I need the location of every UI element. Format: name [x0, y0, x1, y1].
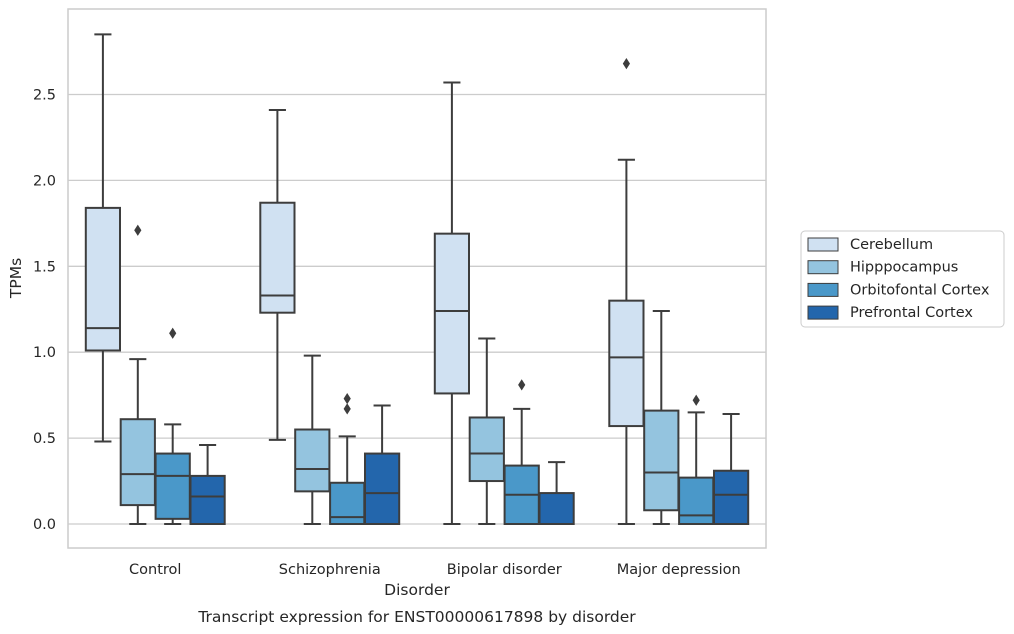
legend-label: Prefrontal Cortex — [850, 305, 973, 321]
box — [84, 33, 122, 443]
box-body — [154, 452, 191, 520]
box-body — [84, 206, 122, 352]
box — [294, 354, 331, 525]
boxes-layer — [84, 33, 750, 526]
outlier-point — [343, 392, 351, 405]
legend-items: Cerebellum Hipppocampus Orbitofontal Corte… — [807, 237, 990, 321]
box — [154, 327, 191, 525]
outlier-point — [134, 224, 142, 236]
x-tick-label: Bipolar disorder — [447, 562, 562, 578]
y-tick-label: 0.5 — [33, 431, 56, 447]
legend-swatch — [807, 305, 839, 320]
y-tick-label: 2.5 — [33, 88, 56, 104]
outlier-point — [622, 57, 630, 70]
x-tick-labels: Control Schizophrenia Bipolar disorder Majo… — [129, 562, 741, 578]
x-tick-label: Schizophrenia — [279, 562, 381, 578]
box — [119, 224, 156, 525]
box-body — [678, 476, 715, 526]
outlier-point — [518, 379, 526, 391]
y-tick-label: 2.0 — [33, 173, 56, 189]
legend: Cerebellum Hipppocampus Orbitofontal Corte… — [800, 230, 1005, 328]
box-body — [433, 232, 471, 395]
legend-label: Hipppocampus — [850, 260, 958, 276]
outlier-point — [343, 403, 351, 415]
box — [538, 461, 575, 525]
grid-layer — [68, 93, 766, 525]
box — [189, 443, 226, 525]
y-axis-title: TPMs — [7, 258, 25, 299]
box — [259, 108, 296, 441]
y-tick-label: 1.0 — [33, 345, 56, 361]
legend-swatch — [807, 260, 839, 275]
outlier-point — [169, 327, 177, 339]
x-tick-label: Major depression — [617, 562, 741, 578]
box-body — [468, 416, 505, 483]
box — [608, 57, 645, 525]
box — [329, 392, 366, 526]
box — [503, 379, 540, 526]
box-body — [712, 469, 750, 526]
y-tick-label: 1.5 — [33, 259, 56, 275]
x-tick-label: Control — [129, 562, 181, 578]
box-body — [538, 492, 575, 525]
box — [363, 404, 401, 526]
box-body — [189, 474, 226, 525]
legend-swatch — [807, 237, 839, 252]
outlier-point — [692, 394, 700, 406]
box — [468, 337, 505, 525]
y-tick-labels: 0.0 0.5 1.0 1.5 2.0 2.5 — [33, 88, 56, 534]
legend-label: Cerebellum — [850, 237, 933, 253]
box — [643, 309, 680, 525]
legend-swatch — [807, 282, 839, 297]
legend-frame — [800, 230, 1005, 328]
y-tick-label: 0.0 — [33, 517, 56, 533]
plot-frame — [67, 8, 767, 549]
box — [433, 81, 471, 525]
box-body — [294, 428, 331, 493]
box-body — [363, 452, 401, 526]
legend-label: Orbitofontal Cortex — [850, 282, 990, 298]
chart-title: Transcript expression for ENST0000061789… — [197, 608, 636, 626]
box-body — [643, 409, 680, 512]
box-body — [608, 299, 645, 428]
x-axis-title: Disorder — [384, 581, 450, 599]
box-body — [119, 418, 156, 507]
box — [712, 413, 750, 526]
box-body — [259, 201, 296, 314]
